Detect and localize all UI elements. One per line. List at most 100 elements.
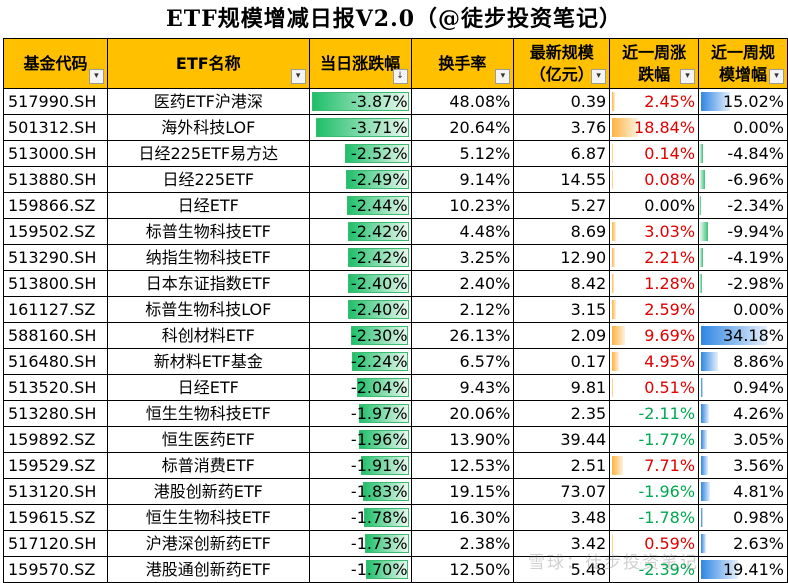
cell-scale[interactable]: 6.87 [513, 140, 611, 167]
cell-daily-change[interactable]: -1.78% [308, 504, 412, 531]
cell-week-scale[interactable]: 0.00% [698, 296, 788, 323]
table-row[interactable]: 159892.SZ 恒生医药ETF -1.96% 13.90% 39.44 -1.77% 3… [3, 426, 788, 453]
cell-daily-change[interactable]: -1.96% [308, 426, 412, 453]
cell-daily-change[interactable]: -2.40% [308, 296, 412, 323]
filter-dropdown-icon[interactable]: ▾ [495, 69, 511, 84]
col-header-scale[interactable]: 最新规模 （亿元） ▾ [513, 38, 611, 89]
cell-daily-change[interactable]: -1.91% [308, 452, 412, 479]
cell-code[interactable]: 513280.SH [3, 400, 108, 427]
cell-daily-change[interactable]: -1.73% [308, 530, 412, 557]
cell-code[interactable]: 161127.SZ [3, 296, 108, 323]
cell-name[interactable]: 恒生医药ETF [106, 426, 310, 453]
cell-name[interactable]: 标普生物科技ETF [106, 218, 310, 245]
cell-scale[interactable]: 3.42 [513, 530, 611, 557]
cell-code[interactable]: 159570.SZ [3, 556, 108, 583]
cell-week-scale[interactable]: 4.26% [698, 400, 788, 427]
cell-name[interactable]: 纳指生物科技ETF [106, 244, 310, 271]
cell-week-scale[interactable]: 3.05% [698, 426, 788, 453]
cell-code[interactable]: 159529.SZ [3, 452, 108, 479]
cell-turnover[interactable]: 12.50% [410, 556, 515, 583]
cell-week-scale[interactable]: 8.86% [698, 348, 788, 375]
cell-turnover[interactable]: 12.53% [410, 452, 515, 479]
cell-daily-change[interactable]: -2.42% [308, 218, 412, 245]
cell-turnover[interactable]: 6.57% [410, 348, 515, 375]
cell-turnover[interactable]: 2.12% [410, 296, 515, 323]
cell-name[interactable]: 恒生生物科技ETF [106, 504, 310, 531]
col-header-code[interactable]: 基金代码 ▾ [3, 38, 108, 89]
cell-name[interactable]: 标普生物科技LOF [106, 296, 310, 323]
col-header-turnover[interactable]: 换手率 ▾ [410, 38, 515, 89]
cell-week-change[interactable]: 0.00% [609, 192, 700, 219]
cell-name[interactable]: 日经225ETF易方达 [106, 140, 310, 167]
cell-week-scale[interactable]: 0.00% [698, 114, 788, 141]
cell-week-change[interactable]: -2.11% [609, 400, 700, 427]
cell-scale[interactable]: 3.48 [513, 504, 611, 531]
cell-daily-change[interactable]: -2.52% [308, 140, 412, 167]
cell-code[interactable]: 513000.SH [3, 140, 108, 167]
cell-week-scale[interactable]: 15.02% [698, 88, 788, 115]
cell-week-scale[interactable]: -9.94% [698, 218, 788, 245]
cell-week-change[interactable]: 0.59% [609, 530, 700, 557]
cell-name[interactable]: 科创材料ETF [106, 322, 310, 349]
table-row[interactable]: 516480.SH 新材料ETF基金 -2.24% 6.57% 0.17 4.95% 8.8… [3, 348, 788, 375]
col-header-week-change[interactable]: 近一周涨 跌幅 ▾ [609, 38, 700, 89]
table-row[interactable]: 513290.SH 纳指生物科技ETF -2.42% 3.25% 12.90 2.21% -… [3, 244, 788, 271]
table-row[interactable]: 517120.SH 沪港深创新药ETF -1.73% 2.38% 3.42 0.59% 2.… [3, 530, 788, 557]
cell-turnover[interactable]: 10.23% [410, 192, 515, 219]
table-row[interactable]: 159866.SZ 日经ETF -2.44% 10.23% 5.27 0.00% -2.34… [3, 192, 788, 219]
cell-code[interactable]: 517990.SH [3, 88, 108, 115]
cell-week-change[interactable]: 4.95% [609, 348, 700, 375]
table-row[interactable]: 513280.SH 恒生生物科技ETF -1.97% 20.06% 2.35 -2.11%… [3, 400, 788, 427]
cell-week-change[interactable]: 2.59% [609, 296, 700, 323]
cell-week-change[interactable]: 7.71% [609, 452, 700, 479]
cell-week-change[interactable]: 18.84% [609, 114, 700, 141]
cell-scale[interactable]: 12.90 [513, 244, 611, 271]
cell-turnover[interactable]: 4.48% [410, 218, 515, 245]
cell-week-change[interactable]: 9.69% [609, 322, 700, 349]
cell-name[interactable]: 港股通创新药ETF [106, 556, 310, 583]
cell-scale[interactable]: 5.48 [513, 556, 611, 583]
cell-code[interactable]: 159615.SZ [3, 504, 108, 531]
cell-code[interactable]: 159502.SZ [3, 218, 108, 245]
cell-daily-change[interactable]: -2.24% [308, 348, 412, 375]
cell-name[interactable]: 沪港深创新药ETF [106, 530, 310, 557]
cell-scale[interactable]: 14.55 [513, 166, 611, 193]
cell-turnover[interactable]: 13.90% [410, 426, 515, 453]
cell-week-scale[interactable]: -6.96% [698, 166, 788, 193]
cell-daily-change[interactable]: -2.49% [308, 166, 412, 193]
cell-scale[interactable]: 9.81 [513, 374, 611, 401]
cell-name[interactable]: 标普消费ETF [106, 452, 310, 479]
table-row[interactable]: 513800.SH 日本东证指数ETF -2.40% 2.40% 8.42 1.28% -2… [3, 270, 788, 297]
cell-week-change[interactable]: 0.51% [609, 374, 700, 401]
sort-descending-icon[interactable]: ↓ [392, 69, 408, 84]
col-header-week-scale[interactable]: 近一周规 模增幅 ▾ [698, 38, 788, 89]
filter-dropdown-icon[interactable]: ▾ [290, 69, 306, 84]
table-row[interactable]: 513120.SH 港股创新药ETF -1.83% 19.15% 73.07 -1.96%… [3, 478, 788, 505]
cell-turnover[interactable]: 9.14% [410, 166, 515, 193]
cell-code[interactable]: 513520.SH [3, 374, 108, 401]
cell-turnover[interactable]: 2.38% [410, 530, 515, 557]
table-row[interactable]: 517990.SH 医药ETF沪港深 -3.87% 48.08% 0.39 2.45% 15… [3, 88, 788, 115]
cell-week-scale[interactable]: -2.98% [698, 270, 788, 297]
cell-week-change[interactable]: -1.78% [609, 504, 700, 531]
table-row[interactable]: 159615.SZ 恒生生物科技ETF -1.78% 16.30% 3.48 -1.78%… [3, 504, 788, 531]
cell-turnover[interactable]: 20.06% [410, 400, 515, 427]
table-row[interactable]: 513520.SH 日经ETF -2.04% 9.43% 9.81 0.51% 0.94% [3, 374, 788, 401]
cell-name[interactable]: 日本东证指数ETF [106, 270, 310, 297]
cell-week-scale[interactable]: 34.18% [698, 322, 788, 349]
cell-daily-change[interactable]: -1.70% [308, 556, 412, 583]
cell-daily-change[interactable]: -2.30% [308, 322, 412, 349]
table-row[interactable]: 159570.SZ 港股通创新药ETF -1.70% 12.50% 5.48 -2.39%… [3, 556, 788, 583]
cell-scale[interactable]: 2.35 [513, 400, 611, 427]
cell-scale[interactable]: 0.39 [513, 88, 611, 115]
col-header-name[interactable]: ETF名称 ▾ [106, 38, 310, 89]
cell-week-scale[interactable]: -2.34% [698, 192, 788, 219]
cell-week-scale[interactable]: 2.63% [698, 530, 788, 557]
cell-week-scale[interactable]: -4.84% [698, 140, 788, 167]
cell-name[interactable]: 日经ETF [106, 374, 310, 401]
cell-scale[interactable]: 3.76 [513, 114, 611, 141]
cell-name[interactable]: 医药ETF沪港深 [106, 88, 310, 115]
table-row[interactable]: 588160.SH 科创材料ETF -2.30% 26.13% 2.09 9.69% 34.… [3, 322, 788, 349]
table-row[interactable]: 501312.SH 海外科技LOF -3.71% 20.64% 3.76 18.84% 0.… [3, 114, 788, 141]
cell-turnover[interactable]: 3.25% [410, 244, 515, 271]
